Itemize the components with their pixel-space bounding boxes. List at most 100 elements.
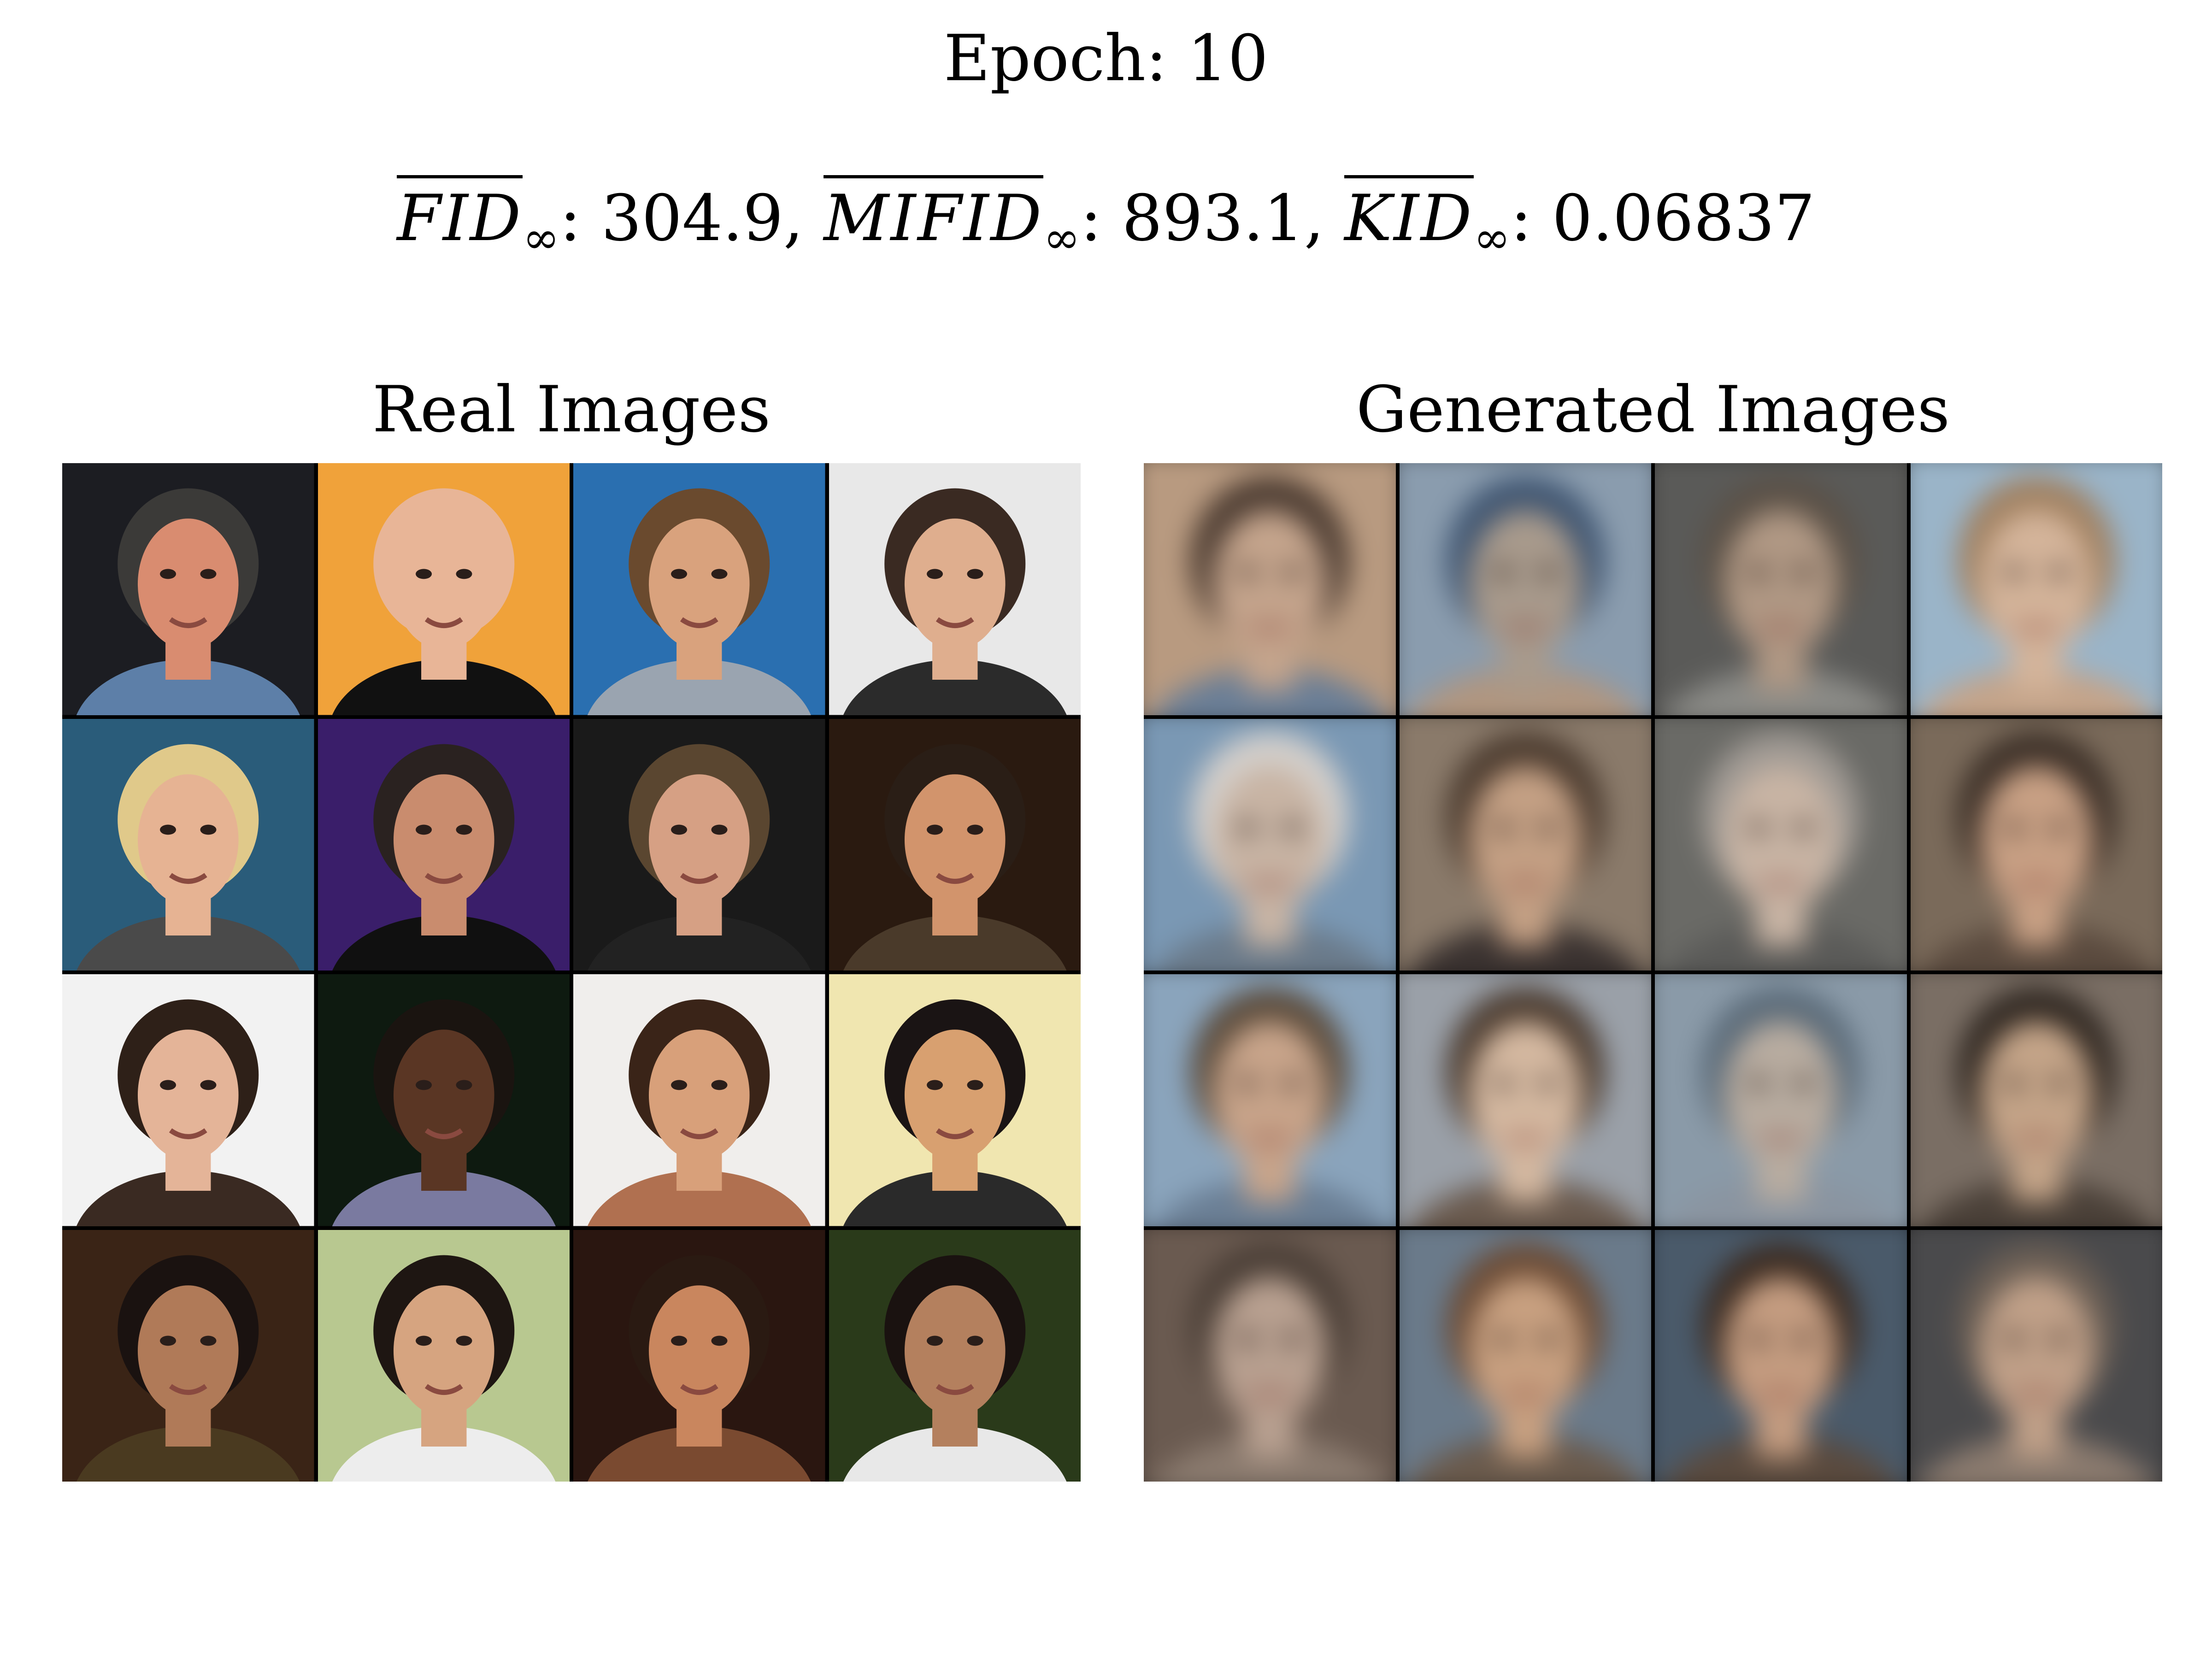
face-left-eye	[1494, 566, 1512, 578]
face-illustration	[829, 463, 1081, 715]
face-right-eye	[200, 1080, 217, 1090]
face-illustration	[62, 718, 314, 971]
face-mouth	[1248, 1131, 1291, 1144]
face-left-eye	[415, 1335, 432, 1346]
face-mouth	[1759, 1131, 1802, 1144]
face-face	[648, 774, 750, 905]
face-left-eye	[1238, 566, 1256, 578]
generated-images-title: Generated Images	[1356, 372, 1950, 447]
face-shoulders	[332, 915, 556, 971]
face-right-eye	[1539, 822, 1557, 834]
face-face	[137, 518, 239, 650]
face-shoulders	[1409, 1435, 1641, 1482]
generated-image-5	[1144, 718, 1396, 971]
face-right-eye	[2050, 1077, 2068, 1089]
face-shoulders	[332, 659, 556, 715]
face-illustration	[1144, 463, 1396, 715]
face-shoulders	[76, 659, 300, 715]
face-illustration	[1399, 1230, 1651, 1482]
face-mouth	[1248, 876, 1291, 888]
real-image-3	[573, 463, 825, 715]
face-illustration	[1910, 463, 2162, 715]
face-face	[1724, 510, 1837, 657]
face-mouth	[1504, 620, 1547, 633]
face-illustration	[573, 718, 825, 971]
face-face	[1724, 765, 1837, 912]
face-illustration	[1910, 974, 2162, 1226]
fid-separator: :	[559, 181, 601, 255]
face-face	[393, 1285, 494, 1416]
face-illustration	[1655, 974, 1907, 1226]
face-illustration	[573, 463, 825, 715]
face-illustration	[1399, 463, 1651, 715]
face-left-eye	[1238, 1333, 1256, 1345]
face-left-eye	[2005, 1333, 2023, 1345]
generated-image-11	[1655, 974, 1907, 1226]
face-left-eye	[1749, 1077, 1767, 1089]
face-illustration	[1655, 463, 1907, 715]
face-shoulders	[843, 1426, 1067, 1482]
real-image-5	[62, 718, 314, 971]
face-shoulders	[76, 1171, 300, 1226]
face-mouth	[2015, 1387, 2058, 1400]
face-right-eye	[966, 824, 983, 835]
face-mouth	[169, 617, 207, 628]
face-illustration	[829, 1230, 1081, 1482]
face-shoulders	[76, 1426, 300, 1482]
real-image-7	[573, 718, 825, 971]
face-right-eye	[1794, 1077, 1812, 1089]
face-illustration	[829, 718, 1081, 971]
face-mouth	[1759, 1387, 1802, 1400]
face-mouth	[1504, 1131, 1547, 1144]
face-mouth	[424, 1383, 463, 1395]
face-shoulders	[843, 659, 1067, 715]
face-right-eye	[966, 569, 983, 579]
face-mouth	[680, 872, 718, 884]
face-illustration	[1655, 1230, 1907, 1482]
generated-image-12	[1910, 974, 2162, 1226]
face-mouth	[424, 1128, 463, 1139]
face-shoulders	[1153, 668, 1386, 715]
face-right-eye	[2050, 566, 2068, 578]
face-shoulders	[1920, 1179, 2153, 1226]
face-left-eye	[160, 569, 176, 579]
face-mouth	[1759, 620, 1802, 633]
face-illustration	[1910, 718, 2162, 971]
face-face	[1469, 1277, 1582, 1424]
generated-image-6	[1399, 718, 1651, 971]
face-face	[904, 518, 1006, 650]
real-image-16	[829, 1230, 1081, 1482]
face-mouth	[935, 617, 974, 628]
face-left-eye	[1749, 1333, 1767, 1345]
face-shoulders	[1153, 1179, 1386, 1226]
generated-image-10	[1399, 974, 1651, 1226]
real-image-14	[318, 1230, 570, 1482]
face-left-eye	[1749, 822, 1767, 834]
face-mouth	[680, 1383, 718, 1395]
generated-image-2	[1399, 463, 1651, 715]
real-image-15	[573, 1230, 825, 1482]
face-shoulders	[1665, 924, 1897, 971]
face-left-eye	[160, 824, 176, 835]
epoch-title: Epoch: 10	[943, 21, 1269, 95]
fid-trail: ,	[783, 181, 824, 255]
face-right-eye	[1539, 1077, 1557, 1089]
face-left-eye	[671, 1335, 688, 1346]
face-face	[1469, 765, 1582, 912]
face-right-eye	[1283, 1077, 1301, 1089]
face-illustration	[573, 1230, 825, 1482]
face-mouth	[1248, 620, 1291, 633]
face-shoulders	[332, 1171, 556, 1226]
metrics-line: FID∞: 304.9, MIFID∞: 893.1, KID∞: 0.0683…	[0, 175, 2212, 260]
face-right-eye	[1283, 1333, 1301, 1345]
face-illustration	[573, 974, 825, 1226]
face-right-eye	[966, 1080, 983, 1090]
face-illustration	[1144, 974, 1396, 1226]
face-face	[1469, 510, 1582, 657]
real-image-10	[318, 974, 570, 1226]
face-left-eye	[926, 1080, 943, 1090]
face-mouth	[1759, 876, 1802, 888]
real-image-2	[318, 463, 570, 715]
face-face	[1724, 1277, 1837, 1424]
mifid-metric: MIFID∞: 893.1,	[824, 175, 1344, 260]
